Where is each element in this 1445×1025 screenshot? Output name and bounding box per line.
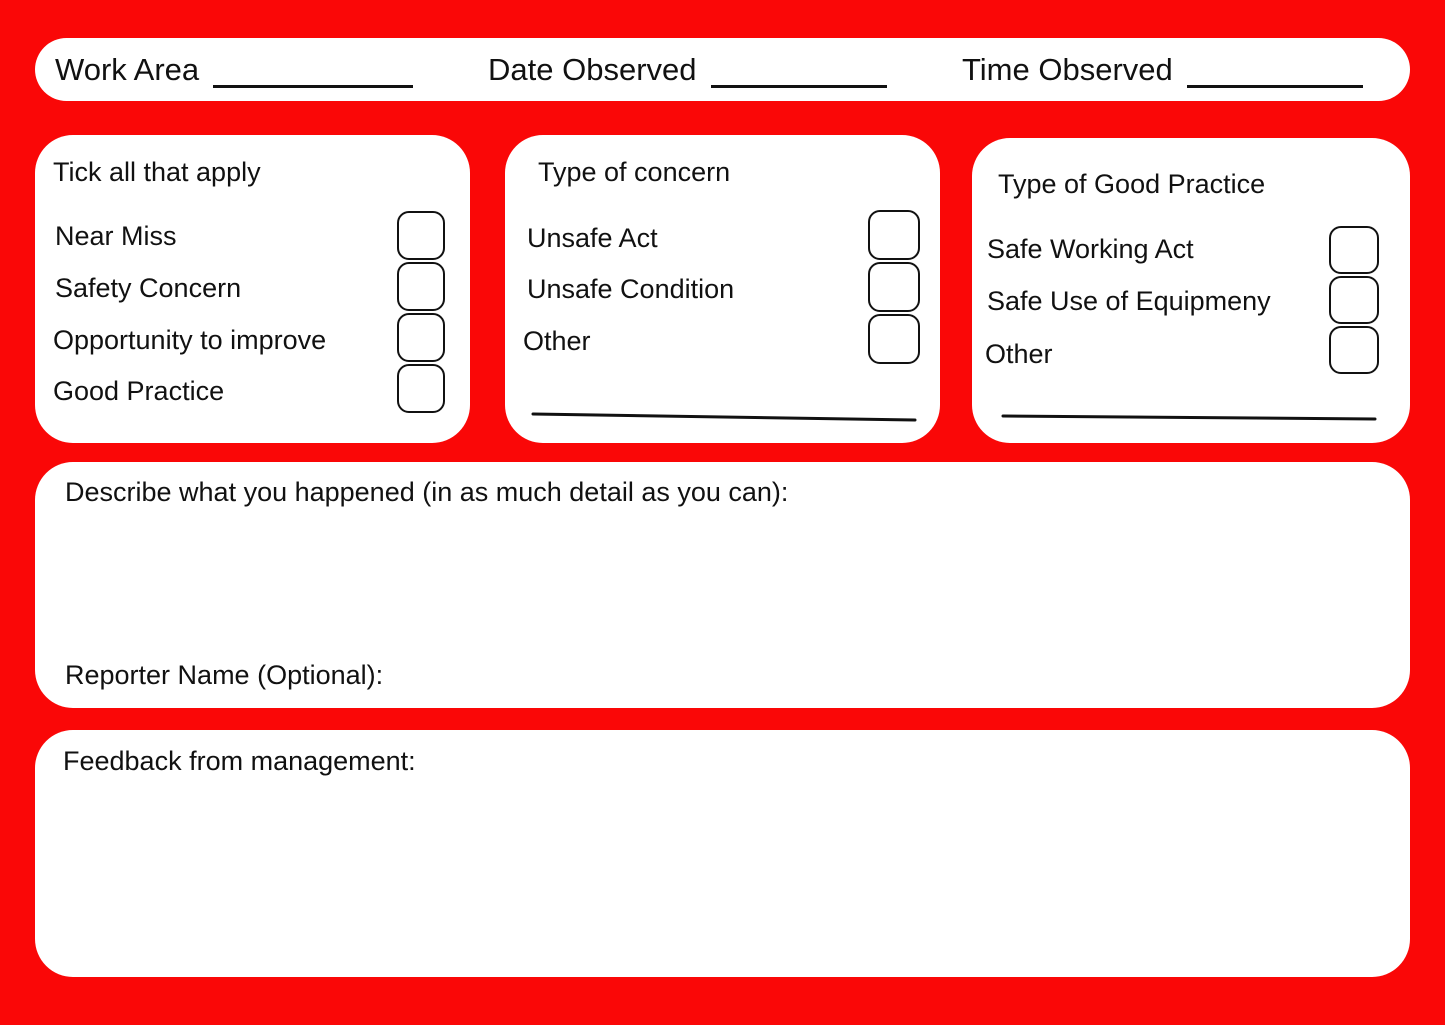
describe-input-area[interactable]: [65, 522, 1380, 647]
checkbox-good-practice-other[interactable]: [1329, 326, 1379, 374]
tick-all-panel: Tick all that apply Near Miss Safety Con…: [35, 135, 470, 443]
work-area-blank[interactable]: [213, 51, 414, 88]
type-of-concern-title: Type of concern: [538, 157, 731, 187]
type-of-good-practice-panel: Type of Good Practice Safe Working Act S…: [972, 138, 1410, 443]
feedback-panel: Feedback from management:: [35, 730, 1410, 977]
tick-all-checkbox-column: [397, 211, 445, 413]
concern-checkbox-column: [868, 210, 920, 364]
tick-all-title: Tick all that apply: [53, 157, 261, 187]
date-observed-field: Date Observed: [488, 38, 887, 101]
checkbox-unsafe-act[interactable]: [868, 210, 920, 260]
safe-use-of-equipment-label: Safe Use of Equipmeny: [987, 286, 1271, 316]
checkbox-safe-use-of-equipment[interactable]: [1329, 276, 1379, 324]
header-bar: Work Area Date Observed Time Observed: [35, 38, 1410, 101]
feedback-title: Feedback from management:: [63, 746, 416, 776]
time-observed-label: Time Observed: [962, 51, 1173, 87]
checkbox-good-practice[interactable]: [397, 364, 445, 413]
describe-panel: Describe what you happened (in as much d…: [35, 462, 1410, 708]
good-practice-checkbox-column: [1329, 226, 1379, 374]
concern-other-label: Other: [523, 326, 591, 356]
date-observed-label: Date Observed: [488, 51, 697, 87]
date-observed-blank[interactable]: [710, 51, 887, 88]
safety-concern-label: Safety Concern: [55, 273, 242, 303]
type-of-good-practice-title: Type of Good Practice: [998, 169, 1266, 199]
checkbox-unsafe-condition[interactable]: [868, 262, 920, 312]
good-practice-label: Good Practice: [53, 376, 225, 406]
near-miss-label: Near Miss: [55, 221, 177, 251]
reporter-name-input-area[interactable]: [425, 652, 1380, 697]
feedback-input-area[interactable]: [63, 795, 1383, 960]
checkbox-safe-working-act[interactable]: [1329, 226, 1379, 274]
time-observed-field: Time Observed: [962, 38, 1363, 101]
good-practice-other-blank[interactable]: [996, 410, 1386, 426]
time-observed-blank[interactable]: [1186, 51, 1363, 88]
opportunity-to-improve-label: Opportunity to improve: [53, 325, 327, 355]
safe-working-act-label: Safe Working Act: [987, 234, 1194, 264]
describe-title: Describe what you happened (in as much d…: [65, 477, 789, 507]
checkbox-near-miss[interactable]: [397, 211, 445, 260]
reporter-name-label: Reporter Name (Optional):: [65, 660, 384, 690]
good-practice-other-label: Other: [985, 339, 1053, 369]
checkbox-concern-other[interactable]: [868, 314, 920, 364]
work-area-label: Work Area: [55, 51, 200, 87]
concern-other-blank[interactable]: [525, 405, 925, 429]
unsafe-act-label: Unsafe Act: [527, 223, 658, 253]
type-of-concern-panel: Type of concern Unsafe Act Unsafe Condit…: [505, 135, 940, 443]
unsafe-condition-label: Unsafe Condition: [527, 274, 735, 304]
checkbox-opportunity-to-improve[interactable]: [397, 313, 445, 362]
checkbox-safety-concern[interactable]: [397, 262, 445, 311]
work-area-field: Work Area: [55, 38, 414, 101]
